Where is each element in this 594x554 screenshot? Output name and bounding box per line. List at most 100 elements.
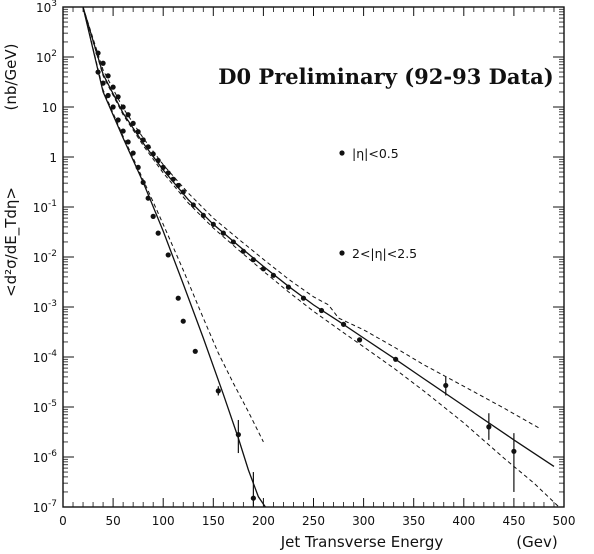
y-tick-label: 10-7 <box>33 499 57 515</box>
theory-curves <box>82 7 560 507</box>
x-tick-label: 200 <box>252 514 275 528</box>
data-point <box>240 248 246 254</box>
data-point <box>130 120 136 126</box>
x-tick-label: 100 <box>152 514 175 528</box>
y-tick-label: 1 <box>49 151 57 165</box>
x-axis-unit: (Gev) <box>516 533 557 551</box>
data-point <box>215 388 221 394</box>
legend-label-central: |η|<0.5 <box>352 146 399 161</box>
y-tick-label: 102 <box>36 49 57 65</box>
legend-marker-forward <box>339 250 345 256</box>
data-point <box>192 348 198 354</box>
theory-curve-solid <box>82 7 555 467</box>
data-point <box>120 104 126 110</box>
x-tick-label: 0 <box>59 514 67 528</box>
data-point <box>190 202 196 208</box>
data-point <box>175 182 181 189</box>
x-tick-label: 50 <box>105 514 120 528</box>
data-point <box>115 117 121 123</box>
x-tick-label: 150 <box>202 514 225 528</box>
legend: |η|<0.5 2<|η|<2.5 <box>339 146 417 261</box>
data-point <box>250 257 256 263</box>
data-point <box>105 73 111 79</box>
data-point <box>95 50 101 56</box>
series-central <box>95 50 517 492</box>
data-point <box>175 295 181 301</box>
x-tick-label: 450 <box>502 514 525 528</box>
data-point <box>155 230 161 236</box>
data-point <box>95 69 101 75</box>
x-tick-label: 400 <box>452 514 475 528</box>
y-axis-unit: (nb/GeV) <box>2 44 20 111</box>
data-point <box>145 144 151 150</box>
data-point <box>486 424 492 430</box>
data-point <box>160 164 166 170</box>
series-forward <box>95 69 256 507</box>
data-point <box>165 170 171 176</box>
data-points <box>95 50 517 507</box>
data-point <box>285 284 292 290</box>
data-point <box>230 239 236 245</box>
data-point <box>270 272 277 278</box>
x-tick-label: 250 <box>302 514 325 528</box>
data-point <box>235 432 241 438</box>
y-tick-label: 10-2 <box>33 249 57 265</box>
data-point <box>125 112 131 118</box>
data-point <box>260 266 266 272</box>
data-point <box>140 137 146 143</box>
data-point <box>210 221 216 227</box>
data-point <box>110 84 116 90</box>
y-tick-label: 10-1 <box>33 199 57 215</box>
data-point <box>130 150 136 156</box>
y-axis-label: <d²σ/dE_Tdη> <box>2 187 21 297</box>
chart-title: D0 Preliminary (92-93 Data) <box>218 64 553 89</box>
data-point <box>150 213 156 219</box>
y-tick-label: 10 <box>42 101 57 115</box>
data-point <box>393 356 399 362</box>
data-point <box>200 212 206 218</box>
theory-curve-dashed <box>82 7 264 443</box>
data-point <box>165 252 171 258</box>
y-axis-title: <d²σ/dE_Tdη> (nb/GeV) <box>2 44 21 297</box>
legend-marker-central <box>339 150 345 156</box>
theory-curve-solid <box>82 7 266 507</box>
x-tick-label: 350 <box>402 514 425 528</box>
x-tick-label: 300 <box>352 514 375 528</box>
data-point <box>356 337 363 343</box>
data-point <box>120 128 126 134</box>
data-point <box>318 307 325 314</box>
data-point <box>443 382 449 389</box>
data-point <box>140 179 146 186</box>
data-point <box>511 448 517 454</box>
data-point <box>170 176 176 182</box>
y-tick-label: 10-3 <box>33 299 57 315</box>
x-axis-label: Jet Transverse Energy <box>280 533 444 551</box>
x-tick-label: 500 <box>553 514 576 528</box>
data-point <box>135 164 141 170</box>
data-point <box>340 321 347 327</box>
y-tick-label: 10-6 <box>33 449 58 465</box>
theory-curve-dashed <box>82 7 560 507</box>
data-point <box>150 151 156 157</box>
axis-ticks <box>62 6 565 508</box>
data-point <box>115 94 121 100</box>
data-point <box>180 189 186 195</box>
y-tick-label: 103 <box>36 0 57 15</box>
data-point <box>100 60 106 66</box>
legend-label-forward: 2<|η|<2.5 <box>352 246 417 261</box>
data-point <box>110 104 116 110</box>
data-point <box>180 318 186 324</box>
data-point <box>220 230 226 236</box>
data-point <box>105 92 111 99</box>
data-point <box>250 495 256 501</box>
data-point <box>100 80 106 86</box>
data-point <box>145 195 151 201</box>
data-point <box>300 295 307 301</box>
tick-labels: 0 50 100 150 200 250 300 350 400 450 500 10-7 10-6 10… <box>33 0 576 528</box>
data-point <box>125 139 131 145</box>
data-point <box>155 157 161 164</box>
y-tick-label: 10-4 <box>33 349 58 365</box>
data-point <box>135 129 141 135</box>
y-tick-label: 10-5 <box>33 399 57 415</box>
